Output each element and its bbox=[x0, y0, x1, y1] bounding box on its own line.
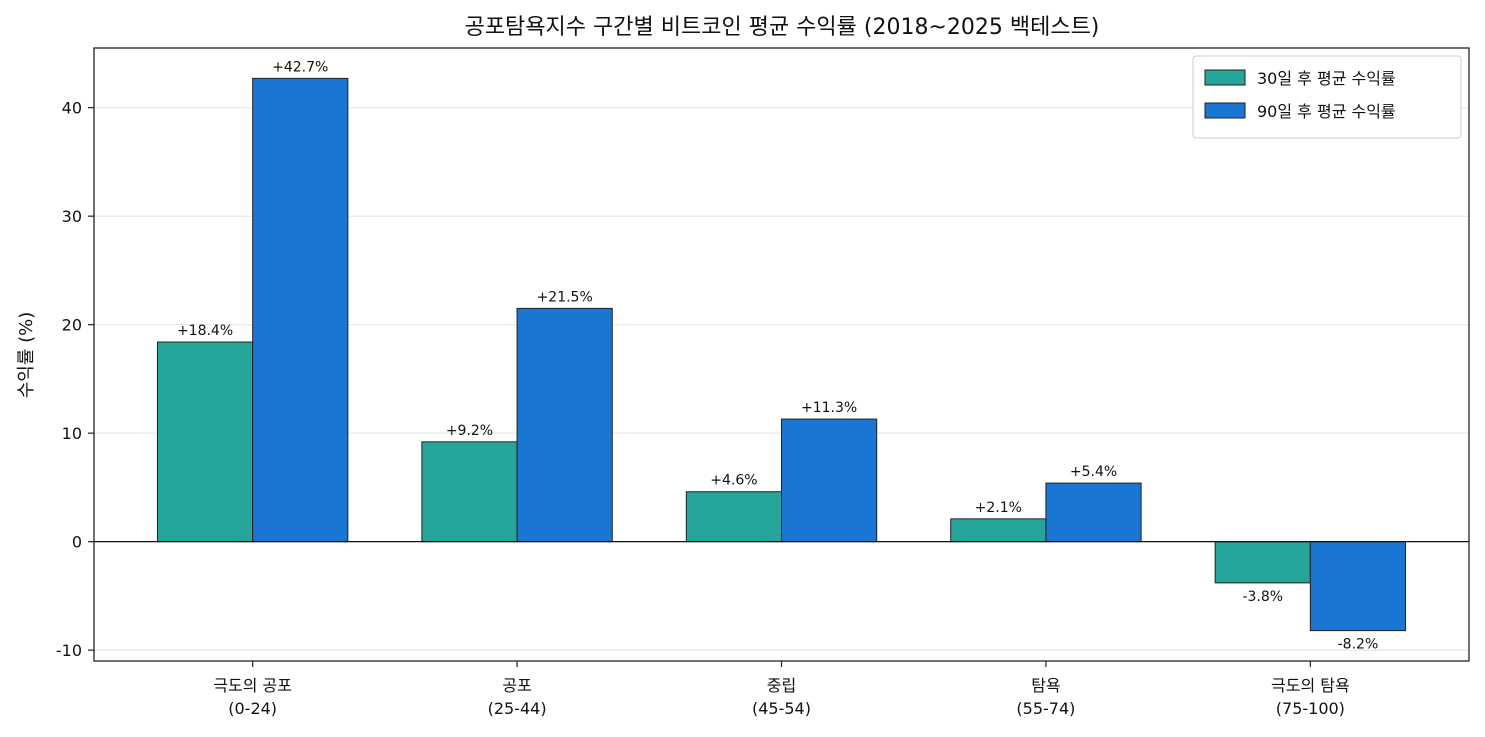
chart-title: 공포탐욕지수 구간별 비트코인 평균 수익률 (2018~2025 백테스트) bbox=[465, 15, 1100, 40]
data-label: +4.6% bbox=[710, 473, 757, 489]
y-tick-label: 10 bbox=[62, 424, 82, 443]
axes: -10 0 10 20 30 40 극도의 공포 (0-24) 공포 (25-44) 중립 (45-5… bbox=[56, 47, 1470, 718]
data-label: +11.3% bbox=[801, 400, 857, 416]
bar-30d bbox=[685, 491, 782, 543]
x-tick-label: 극도의 탐욕 bbox=[1271, 676, 1350, 695]
x-tick-label: 중립 bbox=[767, 676, 796, 695]
legend-label: 90일 후 평균 수익률 bbox=[1257, 102, 1396, 121]
x-tick-label: (45-54) bbox=[752, 699, 811, 718]
x-tick-label: (55-74) bbox=[1016, 699, 1075, 718]
data-label: +2.1% bbox=[975, 500, 1022, 516]
data-label: +21.5% bbox=[537, 289, 593, 305]
data-label: -8.2% bbox=[1338, 637, 1379, 653]
y-tick-label: -10 bbox=[56, 641, 82, 660]
bar-90d bbox=[516, 307, 613, 543]
bar-30d bbox=[421, 441, 518, 543]
y-tick-label: 0 bbox=[72, 533, 82, 552]
bar-30d bbox=[950, 518, 1047, 543]
bar-90d bbox=[1309, 541, 1407, 632]
x-tick-label: 탐욕 bbox=[1031, 676, 1060, 695]
legend-swatch bbox=[1204, 102, 1246, 119]
x-tick-label: 극도의 공포 bbox=[213, 676, 292, 695]
x-tick-label: (25-44) bbox=[488, 699, 547, 718]
plot-frame bbox=[93, 47, 1470, 662]
bar-90d bbox=[1045, 482, 1142, 543]
y-axis-label: 수익률 (%) bbox=[16, 312, 37, 399]
x-tick-label: (0-24) bbox=[228, 699, 277, 718]
y-tick-label: 40 bbox=[62, 99, 82, 118]
legend-box bbox=[1192, 55, 1462, 139]
bar-30d bbox=[1214, 541, 1311, 584]
data-labels: +18.4% +42.7% +9.2% +21.5% +4.6% +11.3% +2.1% +… bbox=[177, 59, 1378, 652]
data-label: -3.8% bbox=[1242, 589, 1283, 605]
legend-label: 30일 후 평균 수익률 bbox=[1257, 69, 1396, 88]
data-label: +9.2% bbox=[446, 423, 493, 439]
y-tick-label: 20 bbox=[62, 316, 82, 335]
x-tick-label: (75-100) bbox=[1276, 699, 1345, 718]
data-label: +18.4% bbox=[177, 323, 233, 339]
y-tick-label: 30 bbox=[62, 207, 82, 226]
data-label: +42.7% bbox=[272, 59, 328, 75]
bar-30d bbox=[156, 341, 254, 543]
bars bbox=[156, 77, 1407, 632]
data-label: +5.4% bbox=[1070, 464, 1117, 480]
bar-90d bbox=[252, 77, 349, 543]
x-tick-label: 공포 bbox=[502, 676, 531, 695]
legend-swatch bbox=[1204, 69, 1246, 86]
bar-90d bbox=[781, 418, 878, 543]
legend: 30일 후 평균 수익률 90일 후 평균 수익률 bbox=[1192, 55, 1462, 139]
